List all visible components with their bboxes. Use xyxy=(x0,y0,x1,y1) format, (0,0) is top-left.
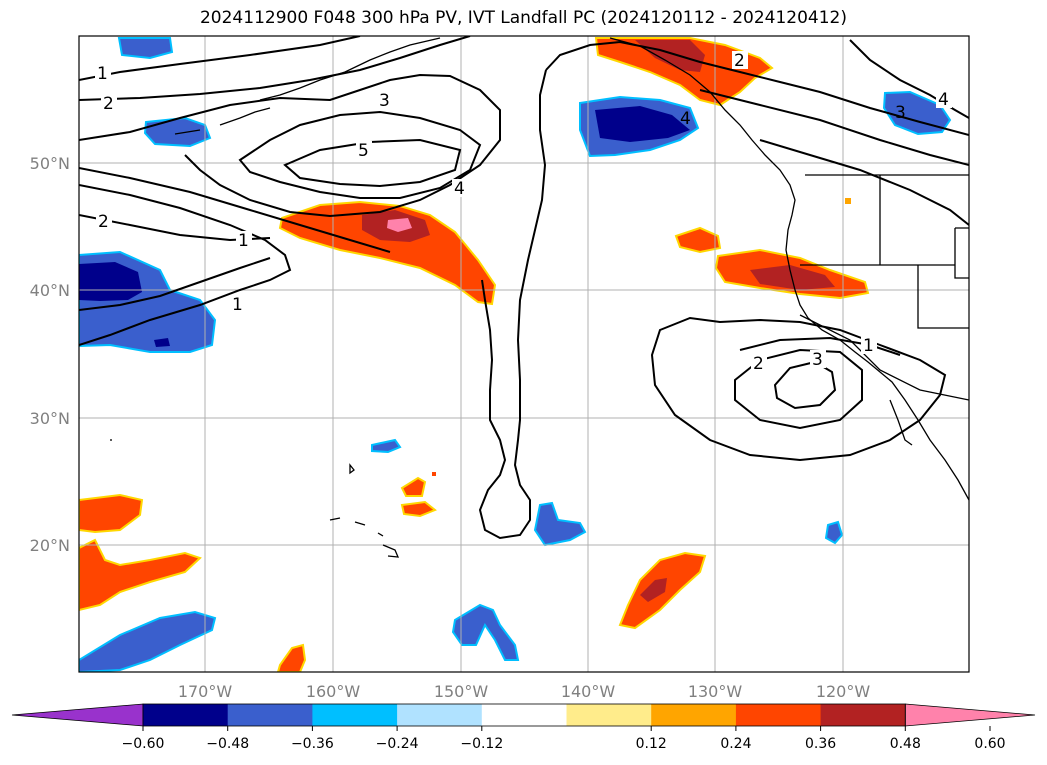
contour-label: 3 xyxy=(812,350,823,370)
colorbar-swatch xyxy=(481,704,567,726)
lat-label: 20°N xyxy=(30,536,70,555)
map-frame xyxy=(78,35,970,673)
colorbar-tick-label: −0.12 xyxy=(460,736,503,752)
lon-label: 170°W xyxy=(178,682,233,701)
contour-label: 2 xyxy=(98,212,109,232)
colorbar-extend-max xyxy=(904,703,1036,727)
colorbar-tick-label: 0.24 xyxy=(720,736,751,752)
colorbar-tick-label: 0.60 xyxy=(974,736,1005,752)
colorbar-swatch xyxy=(312,704,398,726)
contour-label: 4 xyxy=(454,179,465,199)
lon-label: 150°W xyxy=(434,682,489,701)
contour-label: 1 xyxy=(232,295,243,315)
colorbar-swatches xyxy=(11,703,1036,727)
map-title: 2024112900 F048 300 hPa PV, IVT Landfall… xyxy=(199,8,847,28)
latitude-labels: 50°N 40°N 30°N 20°N xyxy=(30,154,70,555)
colorbar-tick-label: −0.36 xyxy=(291,736,334,752)
contour-label: 4 xyxy=(680,109,691,129)
colorbar-tick-label: 0.36 xyxy=(805,736,836,752)
contour-label: 3 xyxy=(379,91,390,111)
colorbar-swatch xyxy=(397,704,483,726)
contour-lines xyxy=(79,36,969,540)
contour-label: 2 xyxy=(103,94,114,114)
graticule xyxy=(79,36,969,672)
contour-label: 5 xyxy=(358,141,369,161)
lon-label: 160°W xyxy=(306,682,361,701)
colorbar-ticks: −0.60 −0.48 −0.36 −0.24 −0.12 0.12 0.24 0.36 0.4… xyxy=(122,726,1006,752)
pv-negative-anomalies xyxy=(79,37,952,672)
colorbar-swatch xyxy=(735,704,822,726)
contour-label: 1 xyxy=(238,231,249,251)
contour-label: 2 xyxy=(734,51,745,71)
colorbar-swatch xyxy=(566,704,652,726)
contour-label: 2 xyxy=(753,354,764,374)
colorbar-tick-label: −0.48 xyxy=(206,736,249,752)
lat-label: 30°N xyxy=(30,409,70,428)
colorbar-outline xyxy=(142,703,906,727)
lon-label: 120°W xyxy=(816,682,871,701)
colorbar-swatch xyxy=(651,704,737,726)
longitude-labels: 170°W 160°W 150°W 140°W 130°W 120°W xyxy=(178,682,871,701)
lat-label: 40°N xyxy=(30,281,70,300)
lon-label: 140°W xyxy=(561,682,616,701)
colorbar-swatch xyxy=(143,704,229,726)
lat-label: 50°N xyxy=(30,154,70,173)
lon-label: 130°W xyxy=(688,682,743,701)
colorbar-extend-min xyxy=(11,703,144,727)
colorbar-tick-label: 0.12 xyxy=(636,736,667,752)
contour-label: 1 xyxy=(863,336,874,356)
map-area xyxy=(79,36,969,672)
colorbar-swatch xyxy=(227,704,313,726)
contour-label: 1 xyxy=(97,64,108,84)
contour-label: 4 xyxy=(938,90,949,110)
contour-label: 3 xyxy=(895,103,906,123)
contour-labels: 1 2 3 5 4 2 1 1 2 4 3 4 2 3 1 xyxy=(95,51,952,374)
colorbar-tick-label: −0.60 xyxy=(122,736,165,752)
colorbar-tick-label: −0.24 xyxy=(376,736,419,752)
colorbar-tick-label: 0.48 xyxy=(890,736,921,752)
colorbar: −0.60 −0.48 −0.36 −0.24 −0.12 0.12 0.24 0.36 0.4… xyxy=(11,703,1036,752)
colorbar-swatch xyxy=(820,704,906,726)
